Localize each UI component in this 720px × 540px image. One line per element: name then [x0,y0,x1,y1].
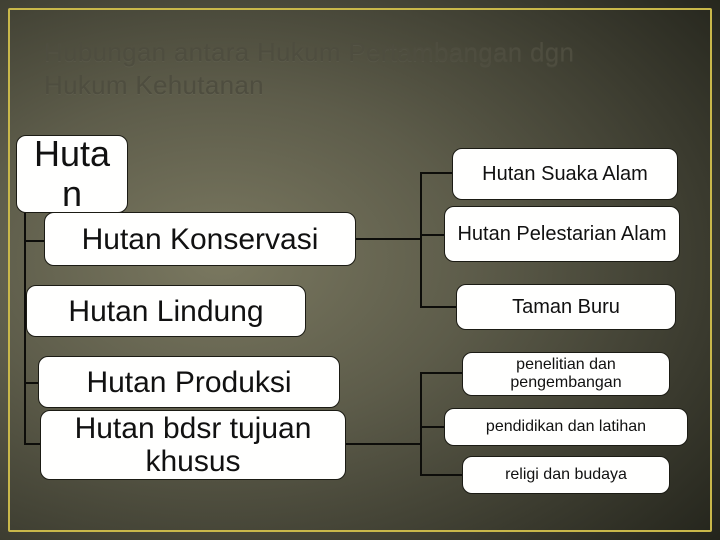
connector [356,238,422,240]
node-root: Huta n [16,135,128,213]
node-penel: penelitian dan pengembangan [462,352,670,396]
node-label: Hutan Konservasi [82,223,319,256]
node-label: Hutan Produksi [86,366,291,399]
node-label: Hutan Pelestarian Alam [457,223,666,245]
node-label: pendidikan dan latihan [486,418,646,436]
node-label: religi dan budaya [505,466,627,484]
node-pelest: Hutan Pelestarian Alam [444,206,680,262]
node-label: penelitian dan pengembangan [469,356,663,391]
node-konservasi: Hutan Konservasi [44,212,356,266]
node-produksi: Hutan Produksi [38,356,340,408]
connector [420,426,446,428]
node-taman: Taman Buru [456,284,676,330]
node-label: Taman Buru [512,296,620,318]
connector [420,372,422,476]
connector [24,240,46,242]
node-religi: religi dan budaya [462,456,670,494]
node-label: Hutan bdsr tujuan khusus [47,412,339,478]
node-lindung: Hutan Lindung [26,285,306,337]
connector [420,172,454,174]
node-label: Hutan Lindung [68,295,263,328]
connector [420,372,464,374]
node-tujuan: Hutan bdsr tujuan khusus [40,410,346,480]
connector [420,172,422,308]
slide-title: Hubungan antara Hukum Pertambangan dgn H… [44,36,644,101]
node-label: Huta n [23,134,121,213]
node-pendid: pendidikan dan latihan [444,408,688,446]
connector [346,443,422,445]
node-label: Hutan Suaka Alam [482,163,648,185]
connector [420,234,446,236]
connector [420,474,464,476]
connector [420,306,458,308]
node-suaka: Hutan Suaka Alam [452,148,678,200]
